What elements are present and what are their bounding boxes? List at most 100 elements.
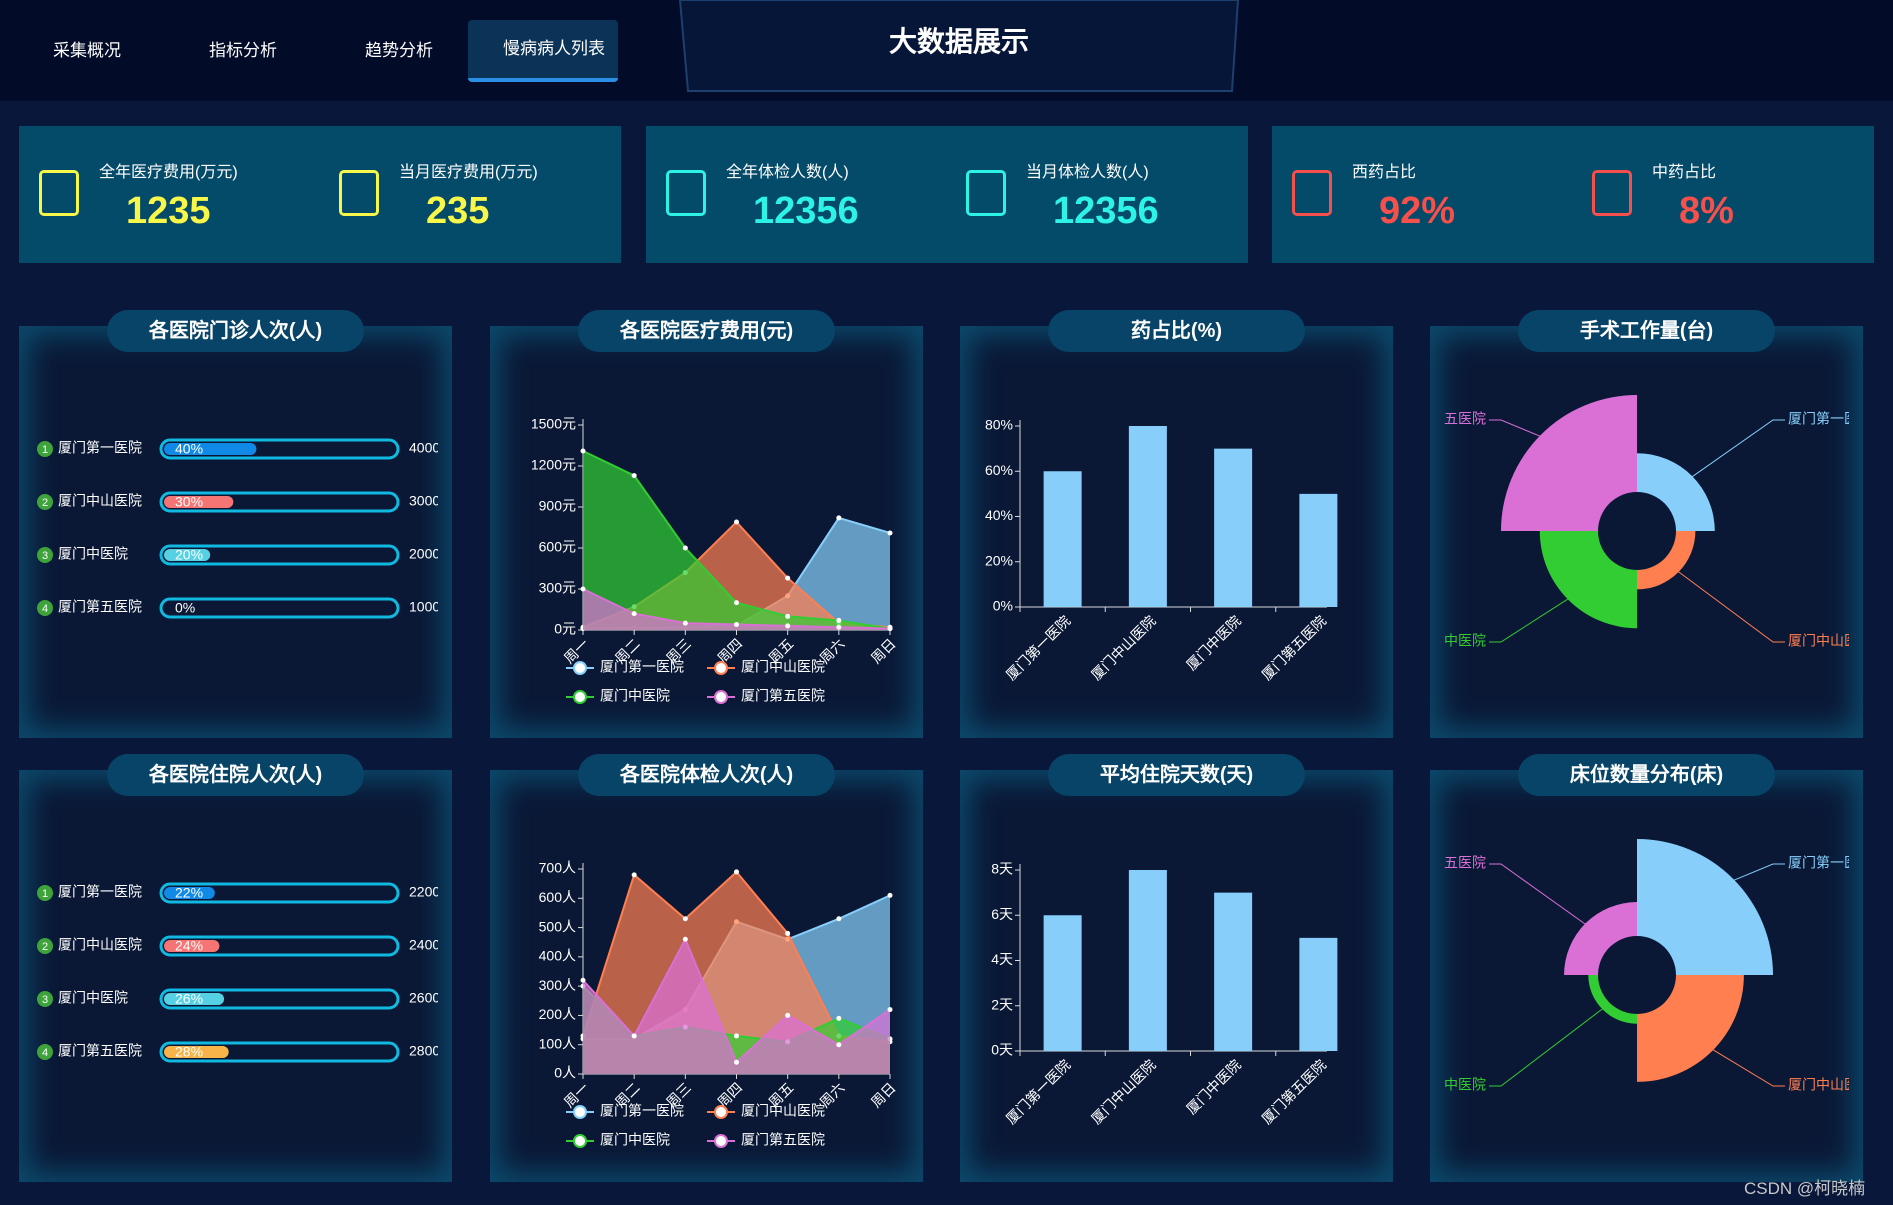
progress-bar <box>164 887 215 899</box>
y-tick-label: 300元 <box>539 580 576 596</box>
y-tick-label: 6天 <box>991 906 1013 922</box>
label-line <box>1489 419 1544 439</box>
y-tick-label: 200人 <box>539 1006 576 1022</box>
bar <box>1299 937 1338 1051</box>
stat-label: 全年体检人数(人) <box>726 164 849 181</box>
rank-badge <box>37 938 53 954</box>
rose-sector <box>1637 839 1773 975</box>
bar <box>1299 493 1338 607</box>
nav-tab[interactable]: 采集概况 <box>53 41 121 60</box>
progress-label: 40% <box>175 441 203 457</box>
rank-number: 3 <box>42 994 48 1006</box>
hospital-name: 厦门第一医院 <box>58 440 142 456</box>
hospital-name: 厦门中医院 <box>58 546 128 562</box>
panel-title: 手术工作量(台) <box>1518 310 1775 352</box>
progress-track <box>159 438 400 460</box>
bar <box>1128 870 1167 1051</box>
chart: 0% 20% 40% 60% 80% 厦门第一医院 厦门中山医院 厦门中医院 厦门第五医院 <box>985 417 1338 683</box>
point <box>785 575 791 581</box>
total-label: 2800 <box>409 1043 440 1059</box>
hospital-name: 厦门中山医院 <box>58 937 142 953</box>
point <box>580 977 586 983</box>
stat-icon <box>1592 170 1632 216</box>
panel-title: 各医院医疗费用(元) <box>578 310 835 352</box>
nav-tab[interactable]: 慢病病人列表 <box>468 20 618 82</box>
bar <box>1128 426 1167 607</box>
chart: 1 厦门第一医院 22% 2200 2 厦门中山医院 24% 2400 3 厦门中医院 26% 260… <box>37 882 440 1063</box>
y-tick-label: 1500元 <box>531 416 576 432</box>
progress-bar <box>164 940 220 952</box>
point <box>836 617 842 623</box>
stat-icon <box>666 170 706 216</box>
y-tick-label: 80% <box>985 417 1013 433</box>
nav-tab[interactable]: 趋势分析 <box>365 41 433 60</box>
legend-marker <box>714 1134 728 1148</box>
stat-label: 当月体检人数(人) <box>1026 164 1149 181</box>
chart-panel: 0% 20% 40% 60% 80% 厦门第一医院 厦门中山医院 厦门中医院 厦门第五医院 <box>960 326 1393 738</box>
bar <box>1043 471 1082 607</box>
stat-label: 西药占比 <box>1352 164 1417 181</box>
x-tick-label: 周一 <box>561 635 592 666</box>
title-trapezoid <box>678 0 1240 92</box>
total-label: 3000 <box>409 493 440 509</box>
point <box>734 622 739 628</box>
rose-label: 厦门第五医院 <box>1430 411 1486 427</box>
point <box>785 623 791 629</box>
stat-card: 全年医疗费用(万元) 1235 当月医疗费用(万元) 235 <box>19 126 621 263</box>
stat-value: 1235 <box>126 190 211 232</box>
y-tick-label: 600元 <box>539 539 576 555</box>
x-tick-label: 厦门中医院 <box>1183 1056 1244 1117</box>
point <box>682 936 688 942</box>
progress-bar <box>164 993 225 1005</box>
rose-sector <box>1637 453 1715 531</box>
legend-marker <box>714 661 728 675</box>
rank-badge <box>37 494 53 510</box>
rose-sector <box>1501 395 1637 531</box>
point <box>887 1007 893 1013</box>
x-tick-label: 厦门中医院 <box>1183 612 1244 673</box>
progress-bar <box>164 1046 229 1058</box>
rank-badge <box>37 600 53 616</box>
hospital-name: 厦门第一医院 <box>58 884 142 900</box>
y-tick-label: 0% <box>993 598 1013 614</box>
total-label: 2000 <box>409 546 440 562</box>
point <box>734 869 739 875</box>
nav-tab[interactable]: 指标分析 <box>209 41 277 60</box>
progress-label: 24% <box>175 938 203 954</box>
legend-label: 厦门第一医院 <box>600 659 684 675</box>
label-line <box>1489 863 1589 927</box>
progress-label: 20% <box>175 547 203 563</box>
label-line <box>1709 1047 1785 1087</box>
rose-sector <box>1637 531 1696 590</box>
series-area <box>583 450 890 630</box>
stat-value: 235 <box>426 190 490 232</box>
progress-track <box>159 544 400 566</box>
series-area <box>583 939 890 1074</box>
y-tick-label: 500人 <box>539 918 576 934</box>
total-label: 2400 <box>409 937 440 953</box>
total-label: 2600 <box>409 990 440 1006</box>
point <box>785 930 791 936</box>
x-tick-label: 厦门第一医院 <box>1003 612 1074 683</box>
rank-number: 2 <box>42 497 48 509</box>
progress-track <box>159 935 400 957</box>
point <box>836 1015 842 1021</box>
y-tick-label: 300人 <box>539 977 576 993</box>
point <box>734 600 739 606</box>
legend-label: 厦门中医院 <box>600 688 670 704</box>
stat-value: 12356 <box>1053 190 1159 232</box>
panel-title: 药占比(%) <box>1048 310 1305 352</box>
chart-panel: 0天 2天 4天 6天 8天 厦门第一医院 厦门中山医院 厦门中医院 厦门第五医院 <box>960 770 1393 1182</box>
y-tick-label: 4天 <box>991 951 1013 967</box>
rose-sector <box>1637 975 1744 1082</box>
point <box>836 1042 842 1048</box>
